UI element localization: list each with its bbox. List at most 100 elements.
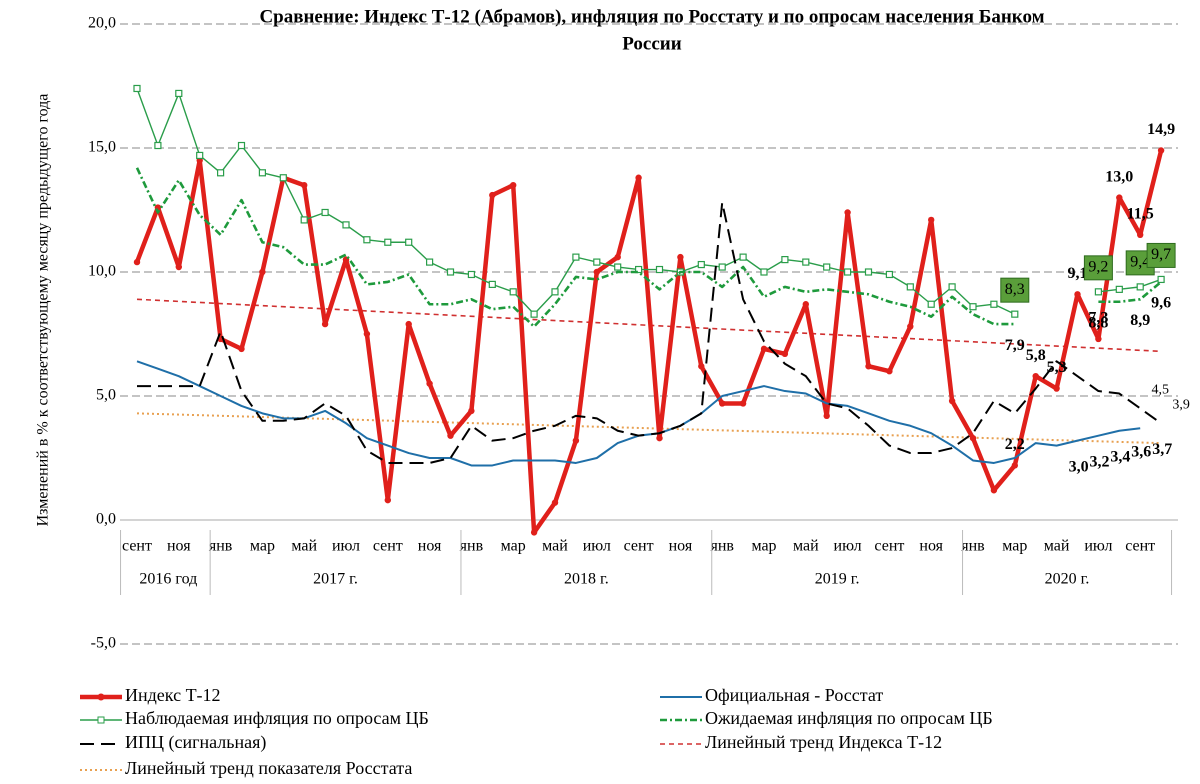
marker	[719, 400, 726, 407]
marker	[467, 270, 475, 279]
series-line	[134, 149, 1164, 535]
group-label: 2019 г.	[815, 571, 860, 588]
marker	[865, 363, 872, 370]
x-tick-label: янв	[710, 538, 734, 555]
marker	[886, 368, 893, 375]
marker	[802, 301, 809, 308]
marker	[551, 499, 559, 506]
marker	[1095, 335, 1102, 343]
x-tick-label: июл	[332, 538, 360, 555]
x-tick-label: май	[291, 538, 317, 555]
x-tick-label: ноя	[418, 538, 442, 555]
marker	[488, 280, 496, 288]
data-label: 2,2	[1005, 436, 1025, 453]
marker	[948, 397, 956, 405]
data-label: 5,8	[1026, 347, 1046, 364]
marker	[301, 182, 308, 189]
legend-label: Ожидаемая инфляция по опросам ЦБ	[705, 708, 993, 728]
x-tick-label: ноя	[669, 538, 693, 555]
marker	[175, 89, 183, 98]
marker	[635, 174, 642, 181]
marker	[342, 221, 350, 229]
data-label: 3,7	[1152, 441, 1172, 458]
marker	[614, 253, 621, 261]
x-tick-label: мар	[501, 538, 526, 555]
marker	[614, 263, 622, 271]
data-label: 9,1	[1068, 265, 1088, 282]
y-tick-label: 20,0	[88, 15, 116, 32]
legend-label: Индекс Т-12	[125, 685, 221, 705]
marker	[990, 300, 998, 308]
x-tick-label: мар	[1002, 538, 1027, 555]
marker	[510, 182, 517, 189]
marker	[363, 236, 371, 244]
marker	[238, 345, 245, 353]
legend-marker	[97, 693, 105, 701]
x-tick-label: ноя	[167, 538, 191, 555]
y-tick-label: 15,0	[88, 139, 116, 156]
marker	[133, 258, 141, 266]
marker	[677, 253, 684, 261]
marker	[447, 432, 454, 439]
marker	[864, 268, 873, 276]
marker	[1074, 291, 1081, 298]
group-label: 2018 г.	[564, 571, 609, 588]
marker	[718, 263, 726, 271]
marker	[259, 268, 266, 276]
legend-label: Линейный тренд показателя Росстата	[125, 758, 412, 778]
x-tick-label: июл	[583, 538, 611, 555]
marker	[446, 268, 455, 276]
legend-label: Наблюдаемая инфляция по опросам ЦБ	[125, 708, 429, 728]
data-label: 14,9	[1147, 121, 1175, 138]
marker	[321, 208, 329, 217]
marker	[551, 288, 559, 296]
marker	[196, 151, 204, 160]
marker	[175, 263, 182, 271]
x-tick-label: мар	[751, 538, 776, 555]
marker	[655, 265, 664, 274]
marker	[1094, 288, 1103, 296]
x-tick-label: янв	[460, 538, 484, 555]
data-label: 9,2	[1088, 259, 1108, 276]
data-label: 9,7	[1151, 246, 1171, 263]
marker	[154, 141, 162, 150]
marker	[907, 323, 914, 330]
legend-label: Линейный тренд Индекса Т-12	[705, 732, 942, 752]
marker	[739, 253, 747, 261]
data-label: 3,0	[1069, 458, 1089, 475]
marker	[969, 434, 977, 442]
legend-marker	[97, 716, 105, 724]
data-label: 3,9	[1172, 397, 1190, 412]
marker	[279, 174, 287, 182]
x-tick-label: май	[1044, 538, 1070, 555]
series-line	[136, 360, 1141, 467]
data-label: 7,3	[1088, 310, 1108, 327]
marker	[969, 303, 977, 311]
marker	[885, 270, 894, 279]
marker	[1011, 462, 1018, 469]
marker	[781, 350, 789, 358]
group-label: 2020 г.	[1045, 571, 1090, 588]
marker	[781, 256, 789, 264]
y-tick-label: -5,0	[91, 635, 116, 652]
marker	[948, 283, 956, 291]
marker	[1053, 385, 1060, 392]
marker	[426, 258, 434, 266]
x-tick-label: сент	[122, 538, 152, 555]
x-tick-label: сент	[624, 538, 654, 555]
marker	[1136, 283, 1144, 291]
data-label: 5,3	[1047, 359, 1067, 376]
marker	[760, 345, 768, 353]
x-tick-label: май	[542, 538, 568, 555]
marker	[656, 434, 663, 442]
marker	[509, 288, 517, 296]
x-tick-label: июл	[1084, 538, 1112, 555]
data-label: 3,2	[1090, 453, 1110, 470]
data-label: 9,4	[1130, 254, 1150, 271]
legend-label: ИПЦ (сигнальная)	[125, 732, 266, 753]
marker	[384, 238, 392, 246]
data-label: 11,5	[1127, 205, 1154, 222]
x-tick-label: июл	[834, 538, 862, 555]
marker	[802, 258, 810, 266]
legend-label: Официальная - Росстат	[705, 685, 883, 705]
